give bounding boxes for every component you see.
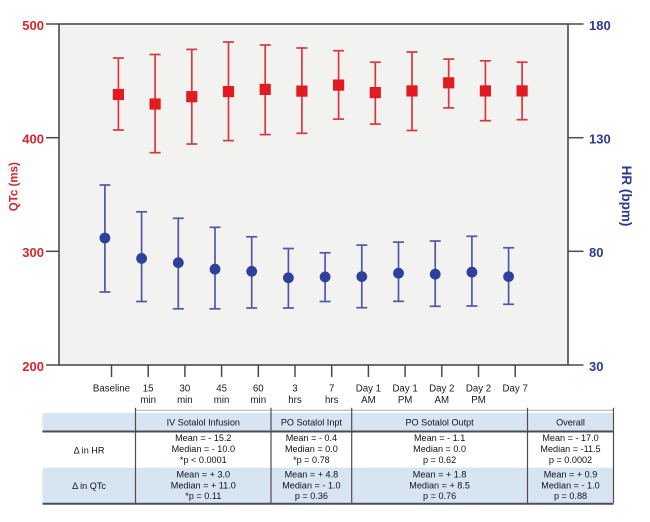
svg-text:hrs: hrs <box>288 395 302 406</box>
svg-text:Day 7: Day 7 <box>503 383 528 394</box>
svg-text:Median = + 8.5: Median = + 8.5 <box>409 480 470 490</box>
svg-text:p = 0.62: p = 0.62 <box>423 455 456 465</box>
svg-text:AM: AM <box>361 395 376 406</box>
svg-text:Δ in QTc: Δ in QTc <box>72 481 106 491</box>
svg-text:Mean = - 17.0: Mean = - 17.0 <box>542 433 598 443</box>
svg-text:min: min <box>177 395 193 406</box>
svg-text:60: 60 <box>253 383 264 394</box>
svg-text:Median = -11.5: Median = -11.5 <box>540 444 600 454</box>
svg-text:Δ in HR: Δ in HR <box>74 445 105 455</box>
svg-text:PO Sotalol Inpt: PO Sotalol Inpt <box>281 417 343 427</box>
svg-text:Overall: Overall <box>556 417 585 427</box>
svg-text:180: 180 <box>589 18 611 33</box>
svg-text:Median = + 11.0: Median = + 11.0 <box>171 480 236 490</box>
svg-text:30: 30 <box>589 359 603 374</box>
svg-text:min: min <box>214 395 230 406</box>
svg-text:Day 1: Day 1 <box>392 383 417 394</box>
svg-text:Median = - 1.0: Median = - 1.0 <box>541 480 599 490</box>
svg-text:Mean = + 3.0: Mean = + 3.0 <box>177 470 231 480</box>
svg-text:*p < 0.0001: *p < 0.0001 <box>180 455 227 465</box>
svg-text:Day 2: Day 2 <box>429 383 454 394</box>
svg-text:Day 2: Day 2 <box>466 383 491 394</box>
svg-text:Day 1: Day 1 <box>356 383 381 394</box>
svg-text:p = 0.76: p = 0.76 <box>423 491 456 501</box>
svg-text:PO Sotalol Outpt: PO Sotalol Outpt <box>405 417 474 427</box>
svg-text:p = 0.36: p = 0.36 <box>295 491 328 501</box>
svg-text:400: 400 <box>22 132 44 147</box>
svg-text:IV Sotalol Infusion: IV Sotalol Infusion <box>167 417 240 427</box>
svg-text:Median = 0.0: Median = 0.0 <box>285 444 338 454</box>
svg-text:Baseline: Baseline <box>93 383 130 394</box>
svg-text:300: 300 <box>22 245 44 260</box>
svg-text:30: 30 <box>180 383 191 394</box>
svg-text:Mean = + 1.8: Mean = + 1.8 <box>413 470 467 480</box>
svg-text:min: min <box>250 395 266 406</box>
svg-text:Median = - 1.0: Median = - 1.0 <box>282 480 340 490</box>
svg-text:Mean = - 1.1: Mean = - 1.1 <box>414 433 465 443</box>
svg-text:Mean = - 15.2: Mean = - 15.2 <box>175 433 231 443</box>
svg-text:HR (bpm): HR (bpm) <box>619 166 634 227</box>
svg-text:p = 0.0002: p = 0.0002 <box>549 455 592 465</box>
svg-text:45: 45 <box>216 383 227 394</box>
svg-text:Mean = + 4.8: Mean = + 4.8 <box>285 470 339 480</box>
svg-text:15: 15 <box>143 383 154 394</box>
svg-text:Median = 0.0: Median = 0.0 <box>413 444 466 454</box>
svg-text:AM: AM <box>435 395 450 406</box>
svg-text:3: 3 <box>292 383 297 394</box>
svg-text:min: min <box>140 395 156 406</box>
svg-text:*p = 0.11: *p = 0.11 <box>185 491 221 501</box>
svg-text:PM: PM <box>398 395 413 406</box>
svg-text:7: 7 <box>329 383 334 394</box>
svg-text:500: 500 <box>22 18 44 33</box>
svg-text:Mean = + 0.9: Mean = + 0.9 <box>544 470 598 480</box>
svg-text:80: 80 <box>589 245 603 260</box>
svg-text:QTc (ms): QTc (ms) <box>9 162 21 211</box>
svg-text:*p = 0.78: *p = 0.78 <box>293 455 330 465</box>
svg-text:PM: PM <box>471 395 486 406</box>
svg-text:130: 130 <box>589 132 611 147</box>
svg-text:p = 0.88: p = 0.88 <box>554 491 587 501</box>
svg-text:Median = - 10.0: Median = - 10.0 <box>172 444 235 454</box>
svg-text:hrs: hrs <box>325 395 339 406</box>
svg-text:200: 200 <box>22 359 44 374</box>
svg-text:Mean = - 0.4: Mean = - 0.4 <box>286 433 337 443</box>
